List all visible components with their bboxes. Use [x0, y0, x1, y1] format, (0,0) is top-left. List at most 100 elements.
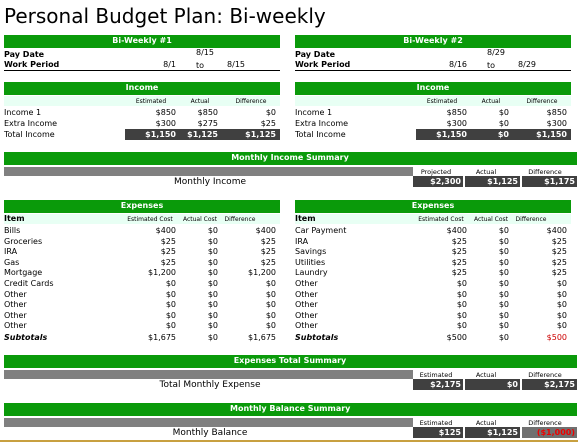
cell: $0: [265, 279, 276, 288]
cell: $0: [265, 300, 276, 310]
cell: $0: [165, 300, 176, 310]
column-header: Projected: [420, 168, 452, 176]
column-header: Difference: [526, 98, 558, 105]
column-header: Estimated: [419, 371, 453, 379]
label: Work Period: [4, 60, 60, 69]
cell: $25: [260, 118, 276, 128]
column-header: Actual Cost: [473, 216, 509, 223]
column-header: Difference: [528, 168, 562, 176]
section-header: [295, 35, 571, 48]
cell: $0: [207, 321, 218, 331]
row-label: Other: [295, 279, 318, 288]
cell: $0: [556, 279, 567, 288]
cell: $0: [165, 310, 176, 320]
page-title: Personal Budget Plan: Bi-weekly: [4, 4, 326, 28]
value: 8/16: [449, 60, 467, 69]
summary-label: Total Monthly Expense: [159, 380, 261, 390]
column-header: Actual: [475, 419, 497, 427]
row-label: Other: [295, 300, 318, 310]
column-band: [295, 96, 571, 106]
summary-band: [4, 418, 413, 427]
cell: $850: [546, 108, 567, 117]
cell: $25: [451, 268, 467, 278]
cell: $0: [498, 333, 509, 342]
cell: $1,200: [148, 268, 176, 278]
cell: $25: [551, 257, 567, 267]
summary-band: [4, 167, 413, 176]
row-label: Groceries: [4, 236, 43, 246]
cell: $850: [155, 108, 176, 117]
cell: $0: [207, 247, 218, 257]
cell: $0: [556, 289, 567, 299]
summary-cell: [522, 427, 577, 438]
summary-value: $2,175: [430, 380, 461, 389]
cell: $0: [498, 310, 509, 320]
summary-value: $2,175: [544, 380, 575, 389]
cell: $0: [207, 300, 218, 310]
cell: $25: [551, 236, 567, 246]
column-header: Estimated Cost: [418, 216, 464, 223]
row-label: Mortgage: [4, 268, 43, 278]
cell: $0: [207, 289, 218, 299]
row-label: Savings: [295, 247, 327, 257]
summary-cell: [522, 379, 577, 390]
section-header-text: Expenses: [120, 201, 164, 210]
label: Pay Date: [295, 50, 336, 59]
column-header: Estimated: [419, 419, 453, 427]
row-label: Other: [4, 289, 27, 299]
column-band: [4, 96, 280, 106]
cell: $25: [451, 247, 467, 257]
column-header: Estimated: [426, 98, 458, 105]
summary-header-text: Monthly Balance Summary: [230, 404, 351, 413]
column-header: Actual: [475, 371, 497, 379]
section-header-text: Bi-Weekly #1: [112, 36, 172, 45]
cell: $500: [446, 333, 467, 342]
section-header: [4, 82, 280, 95]
cell: $0: [165, 321, 176, 331]
section-header: [295, 82, 571, 95]
cell: $0: [456, 279, 467, 288]
column-header: Estimated: [135, 98, 167, 105]
row-label: IRA: [4, 247, 18, 257]
cell: $300: [546, 118, 567, 128]
cell: $0: [265, 108, 276, 117]
summary-label: Monthly Balance: [172, 428, 248, 438]
cell: $400: [446, 226, 467, 235]
cell: $0: [456, 300, 467, 310]
value: 8/15: [227, 60, 245, 69]
cell: $0: [498, 268, 509, 278]
cell: $0: [207, 257, 218, 267]
label: Pay Date: [4, 50, 45, 59]
summary-header: [4, 355, 577, 368]
row-label: Other: [4, 310, 27, 320]
row-label: Total Income: [295, 130, 346, 139]
cell: $0: [265, 310, 276, 320]
cell: $1,150: [436, 130, 467, 139]
underline: [4, 70, 280, 71]
cell: $275: [197, 118, 218, 128]
summary-cell: [465, 176, 520, 187]
value: 8/15: [196, 48, 214, 57]
underline: [295, 70, 571, 71]
cell: $0: [498, 108, 509, 117]
cell: $0: [165, 279, 176, 288]
column-header: Difference: [515, 216, 547, 223]
cell: $500: [546, 333, 567, 342]
summary-cell: [522, 176, 577, 187]
summary-cell: [465, 379, 520, 390]
cell: $300: [446, 118, 467, 128]
value: to: [195, 61, 205, 70]
row-label: Other: [295, 321, 318, 331]
row-label: Car Payment: [295, 226, 347, 235]
cell: $0: [456, 310, 467, 320]
cell: $1,675: [148, 333, 176, 342]
column-header: Difference: [528, 419, 562, 427]
column-header: Item: [295, 214, 316, 223]
value: to: [486, 61, 496, 70]
section-header: [4, 35, 280, 48]
summary-value: $1,125: [487, 428, 518, 437]
cell: $25: [160, 236, 176, 246]
summary-band: [4, 370, 413, 379]
cell: $25: [160, 247, 176, 257]
